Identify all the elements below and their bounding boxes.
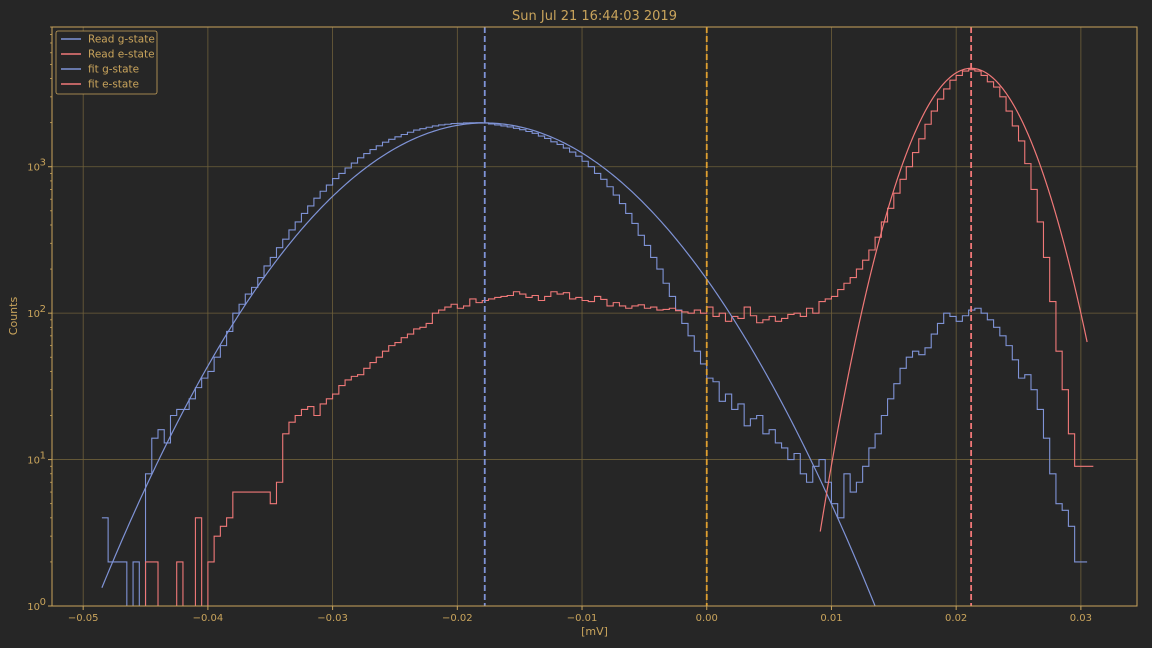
x-tick-label: 0.00	[696, 613, 718, 624]
x-tick-label: −0.03	[317, 613, 348, 624]
x-tick-label: 0.03	[1070, 613, 1092, 624]
chart-title: Sun Jul 21 16:44:03 2019	[512, 9, 677, 24]
legend-box	[55, 30, 158, 95]
y-tick-exponent: 0	[40, 597, 46, 608]
y-tick-label: 10	[27, 309, 40, 320]
y-tick-exponent: 3	[40, 158, 46, 169]
x-tick-label: −0.04	[193, 613, 224, 624]
y-axis-label: Counts	[7, 297, 20, 336]
x-axis-label: [mV]	[581, 625, 608, 638]
y-tick-exponent: 1	[40, 451, 46, 462]
axes-frame	[51, 26, 1138, 607]
x-axis-ticks: −0.05 −0.04 −0.03 −0.02 −0.01 0.00 0.01 0.02 0.0…	[68, 606, 1092, 624]
series-fit-e-state	[819, 67, 1088, 532]
x-tick-label: −0.02	[442, 613, 473, 624]
x-tick-label: −0.01	[567, 613, 598, 624]
plot-series	[101, 27, 1094, 606]
series-read-g-state	[101, 122, 1088, 606]
legend-entry: Read g-state	[88, 34, 155, 46]
x-tick-label: 0.02	[945, 613, 967, 624]
x-tick-label: −0.05	[68, 613, 99, 624]
y-tick-label: 10	[27, 163, 40, 174]
series-fit-g-state	[101, 122, 876, 606]
y-tick-label: 10	[27, 456, 40, 467]
x-tick-label: 0.01	[820, 613, 842, 624]
plot-area: −0.05 −0.04 −0.03 −0.02 −0.01 0.00 0.01 0.02 0.0…	[27, 26, 1138, 624]
legend-entry: Read e-state	[88, 49, 155, 61]
y-tick-label: 10	[27, 602, 40, 613]
legend-entry: fit e-state	[88, 79, 139, 91]
y-tick-exponent: 2	[40, 304, 46, 315]
legend-entry: fit g-state	[88, 64, 139, 76]
series-read-e-state	[120, 69, 1094, 606]
legend: Read g-state Read e-state fit g-state fit e…	[55, 30, 158, 95]
